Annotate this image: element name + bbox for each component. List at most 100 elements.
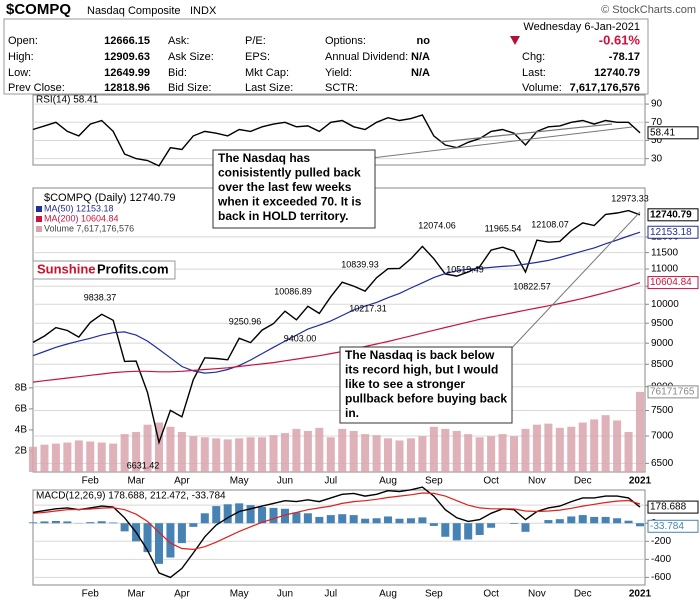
legend-entry: Volume 7,617,176,576 <box>44 223 134 233</box>
legend-swatch <box>36 216 42 222</box>
last-value-label: 76171765 <box>650 387 695 398</box>
histogram-bar <box>475 523 484 535</box>
x-tick-label: Sep <box>425 589 443 600</box>
histogram-bar <box>452 523 461 541</box>
histogram-bar <box>63 521 72 524</box>
field-label: Mkt Cap: <box>245 67 289 79</box>
histogram-bar <box>555 519 564 524</box>
volume-bar <box>200 437 209 472</box>
histogram-bar <box>200 513 209 524</box>
y2-tick-label: 2B <box>15 446 28 457</box>
volume-bar <box>567 426 576 472</box>
series-line <box>32 114 641 167</box>
x-tick-label: Feb <box>82 589 100 600</box>
price-title: $COMPQ (Daily) 12740.79 <box>44 192 175 204</box>
y-tick-label: 7000 <box>651 431 674 442</box>
volume-bar <box>475 437 484 472</box>
volume-bar <box>109 443 118 472</box>
quote-box <box>3 18 649 95</box>
x-tick-label: Dec <box>574 476 592 487</box>
volume-bar <box>590 419 599 472</box>
down-arrow <box>510 36 520 45</box>
macd-title: MACD(12,26,9) 178.688, 212.472, -33.784 <box>36 491 226 502</box>
field-value: 12909.63 <box>104 51 150 63</box>
volume-bar <box>177 432 186 472</box>
x-tick-label: Apr <box>174 476 190 487</box>
note-line: The Nasdaq is back below <box>345 348 495 362</box>
y-tick-label: 8500 <box>651 359 674 370</box>
y-tick-label: 10000 <box>651 299 679 310</box>
note-box <box>212 149 376 229</box>
histogram-bar <box>51 520 60 524</box>
y-tick-label: 30 <box>651 153 663 164</box>
note-line: its record high, but I would <box>345 363 498 377</box>
last-value-box <box>647 225 699 239</box>
volume-bar <box>315 427 324 472</box>
exchange: INDX <box>190 5 217 17</box>
field-value: 12740.79 <box>594 67 640 79</box>
field-value: N/A <box>411 67 430 79</box>
volume-bar <box>338 428 347 472</box>
callout-arrow <box>507 211 641 353</box>
field-label: Low: <box>8 67 31 79</box>
volume-bar <box>97 442 106 472</box>
x-tick-label: Mar <box>127 589 145 600</box>
note-line: The Nasdaq has <box>218 151 310 165</box>
y-tick-label: -400 <box>651 554 671 565</box>
x-tick-label: Jul <box>324 589 337 600</box>
histogram-bar <box>338 514 347 524</box>
change-percent: -0.61% <box>599 32 641 47</box>
legend-swatch <box>36 226 42 232</box>
x-tick-label: Aug <box>379 589 397 600</box>
y-tick-label: 90 <box>651 99 663 110</box>
volume-bar <box>28 446 38 472</box>
histogram-bar <box>372 518 381 524</box>
y-tick-label: 6500 <box>651 458 674 469</box>
histogram-bar <box>349 515 358 524</box>
histogram-bar <box>384 516 393 524</box>
x-tick-label: Sep <box>425 476 443 487</box>
callout-arrow <box>371 126 633 159</box>
volume-bar <box>132 432 141 472</box>
histogram-bar <box>418 517 427 524</box>
volume-bar <box>235 438 244 472</box>
volume-bar <box>40 444 49 472</box>
x-tick-label: Jun <box>277 589 293 600</box>
note-line: in. <box>345 406 359 420</box>
field-label: Yield: <box>325 67 352 79</box>
histogram-bar <box>189 523 198 527</box>
histogram-bar <box>326 515 335 524</box>
volume-bar <box>601 415 610 472</box>
price-annotation: 10086.89 <box>274 286 312 296</box>
volume-bar <box>143 424 152 472</box>
volume-bar <box>280 433 289 472</box>
last-value-label: 12153.18 <box>650 227 692 238</box>
last-value-label: 178.688 <box>650 502 687 513</box>
note-line: back in HOLD territory. <box>218 209 348 223</box>
field-value: 7,617,176,576 <box>570 82 640 94</box>
histogram-bar <box>510 523 519 524</box>
field-label: Options: <box>325 35 366 47</box>
histogram-bar <box>441 523 450 537</box>
histogram-bar <box>590 516 599 524</box>
x-tick-label: Nov <box>528 589 546 600</box>
y-tick-label: 9500 <box>651 318 674 329</box>
field-value: no <box>417 35 431 47</box>
histogram-bar <box>28 522 38 524</box>
volume-bar <box>441 428 450 472</box>
histogram-bar <box>109 522 118 524</box>
index-name: Nasdaq Composite <box>87 5 181 17</box>
histogram-bar <box>635 523 645 527</box>
field-label: Ask Size: <box>168 51 214 63</box>
field-label: P/E: <box>245 35 266 47</box>
field-value: -78.17 <box>609 51 640 63</box>
volume-bar <box>487 436 496 472</box>
y-tick-label: 9000 <box>651 338 674 349</box>
histogram-bar <box>235 503 244 524</box>
logo: Sunshine Profits.com <box>32 260 176 280</box>
histogram-bar <box>487 523 496 528</box>
field-label: Bid Size: <box>168 82 211 94</box>
field-value: 12649.99 <box>104 67 150 79</box>
volume-bar <box>418 436 427 472</box>
